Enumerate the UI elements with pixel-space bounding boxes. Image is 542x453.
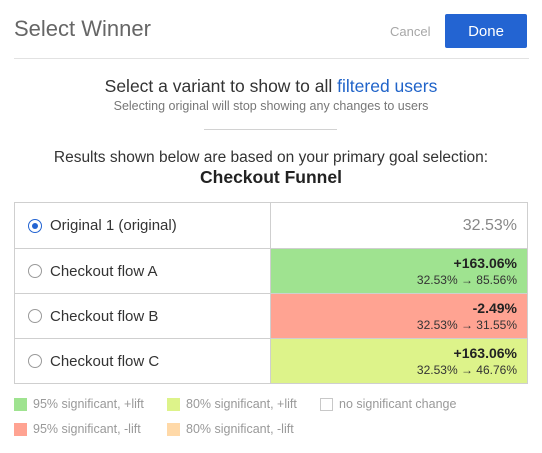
filtered-users-link[interactable]: filtered users — [337, 76, 438, 96]
prompt-text: Select a variant to show to all filtered… — [0, 76, 542, 97]
legend-label: 95% significant, +lift — [33, 397, 144, 411]
baseline-rate: 32.53% — [462, 216, 517, 234]
legend-item: 80% significant, +lift — [167, 397, 297, 411]
legend-label: 80% significant, +lift — [186, 397, 297, 411]
conversion-change: 32.53% → 46.76% — [416, 363, 517, 377]
variant-row-a: Checkout flow A +163.06% 32.53% → 85.56% — [15, 248, 527, 293]
variant-option-c[interactable]: Checkout flow C — [15, 339, 271, 383]
dialog-title: Select Winner — [14, 16, 151, 41]
done-button[interactable]: Done — [445, 14, 527, 48]
legend-label: no significant change — [339, 397, 457, 411]
section-divider — [204, 129, 337, 130]
legend-item: 95% significant, +lift — [14, 397, 144, 411]
variant-label: Checkout flow A — [50, 262, 158, 280]
variant-row-c: Checkout flow C +163.06% 32.53% → 46.76% — [15, 338, 527, 383]
variant-result-b: -2.49% 32.53% → 31.55% — [271, 294, 527, 338]
legend-swatch — [167, 422, 180, 436]
dialog-header: Select Winner Cancel Done — [0, 0, 542, 58]
variant-option-a[interactable]: Checkout flow A — [15, 249, 271, 293]
radio-button[interactable] — [28, 309, 42, 323]
radio-button[interactable] — [28, 264, 42, 278]
legend-label: 95% significant, -lift — [33, 422, 141, 436]
variant-result-c: +163.06% 32.53% → 46.76% — [271, 339, 527, 383]
prompt-subtext: Selecting original will stop showing any… — [113, 99, 429, 113]
variant-result-a: +163.06% 32.53% → 85.56% — [271, 249, 527, 293]
cancel-button[interactable]: Cancel — [390, 24, 431, 39]
legend-swatch — [14, 397, 27, 411]
legend-swatch — [167, 397, 180, 411]
lift-value: +163.06% — [453, 345, 517, 361]
radio-button-selected[interactable] — [28, 218, 42, 233]
lift-value: +163.06% — [453, 255, 517, 271]
variant-option-b[interactable]: Checkout flow B — [15, 294, 271, 338]
legend-item: no significant change — [320, 397, 456, 411]
variant-label: Original 1 (original) — [50, 217, 177, 234]
conversion-change: 32.53% → 85.56% — [416, 273, 517, 287]
radio-button[interactable] — [28, 354, 42, 368]
variant-label: Checkout flow B — [50, 307, 159, 325]
goal-name: Checkout Funnel — [200, 167, 342, 187]
legend-swatch — [320, 397, 333, 411]
variant-option-original[interactable]: Original 1 (original) — [15, 203, 271, 248]
variant-result-original: 32.53% — [271, 203, 527, 248]
variant-table: Original 1 (original) 32.53% Checkout fl… — [14, 202, 528, 384]
conversion-change: 32.53% → 31.55% — [416, 318, 517, 332]
legend-item: 80% significant, -lift — [167, 422, 294, 436]
prompt-lead: Select a variant to show to all — [104, 76, 333, 96]
legend-label: 80% significant, -lift — [186, 422, 294, 436]
results-intro: Results shown below are based on your pr… — [53, 149, 489, 166]
lift-value: -2.49% — [472, 300, 517, 316]
legend-item: 95% significant, -lift — [14, 422, 141, 436]
legend-swatch — [14, 422, 27, 436]
variant-label: Checkout flow C — [50, 352, 160, 370]
variant-row-original: Original 1 (original) 32.53% — [15, 203, 527, 248]
header-divider — [14, 58, 529, 59]
variant-row-b: Checkout flow B -2.49% 32.53% → 31.55% — [15, 293, 527, 338]
